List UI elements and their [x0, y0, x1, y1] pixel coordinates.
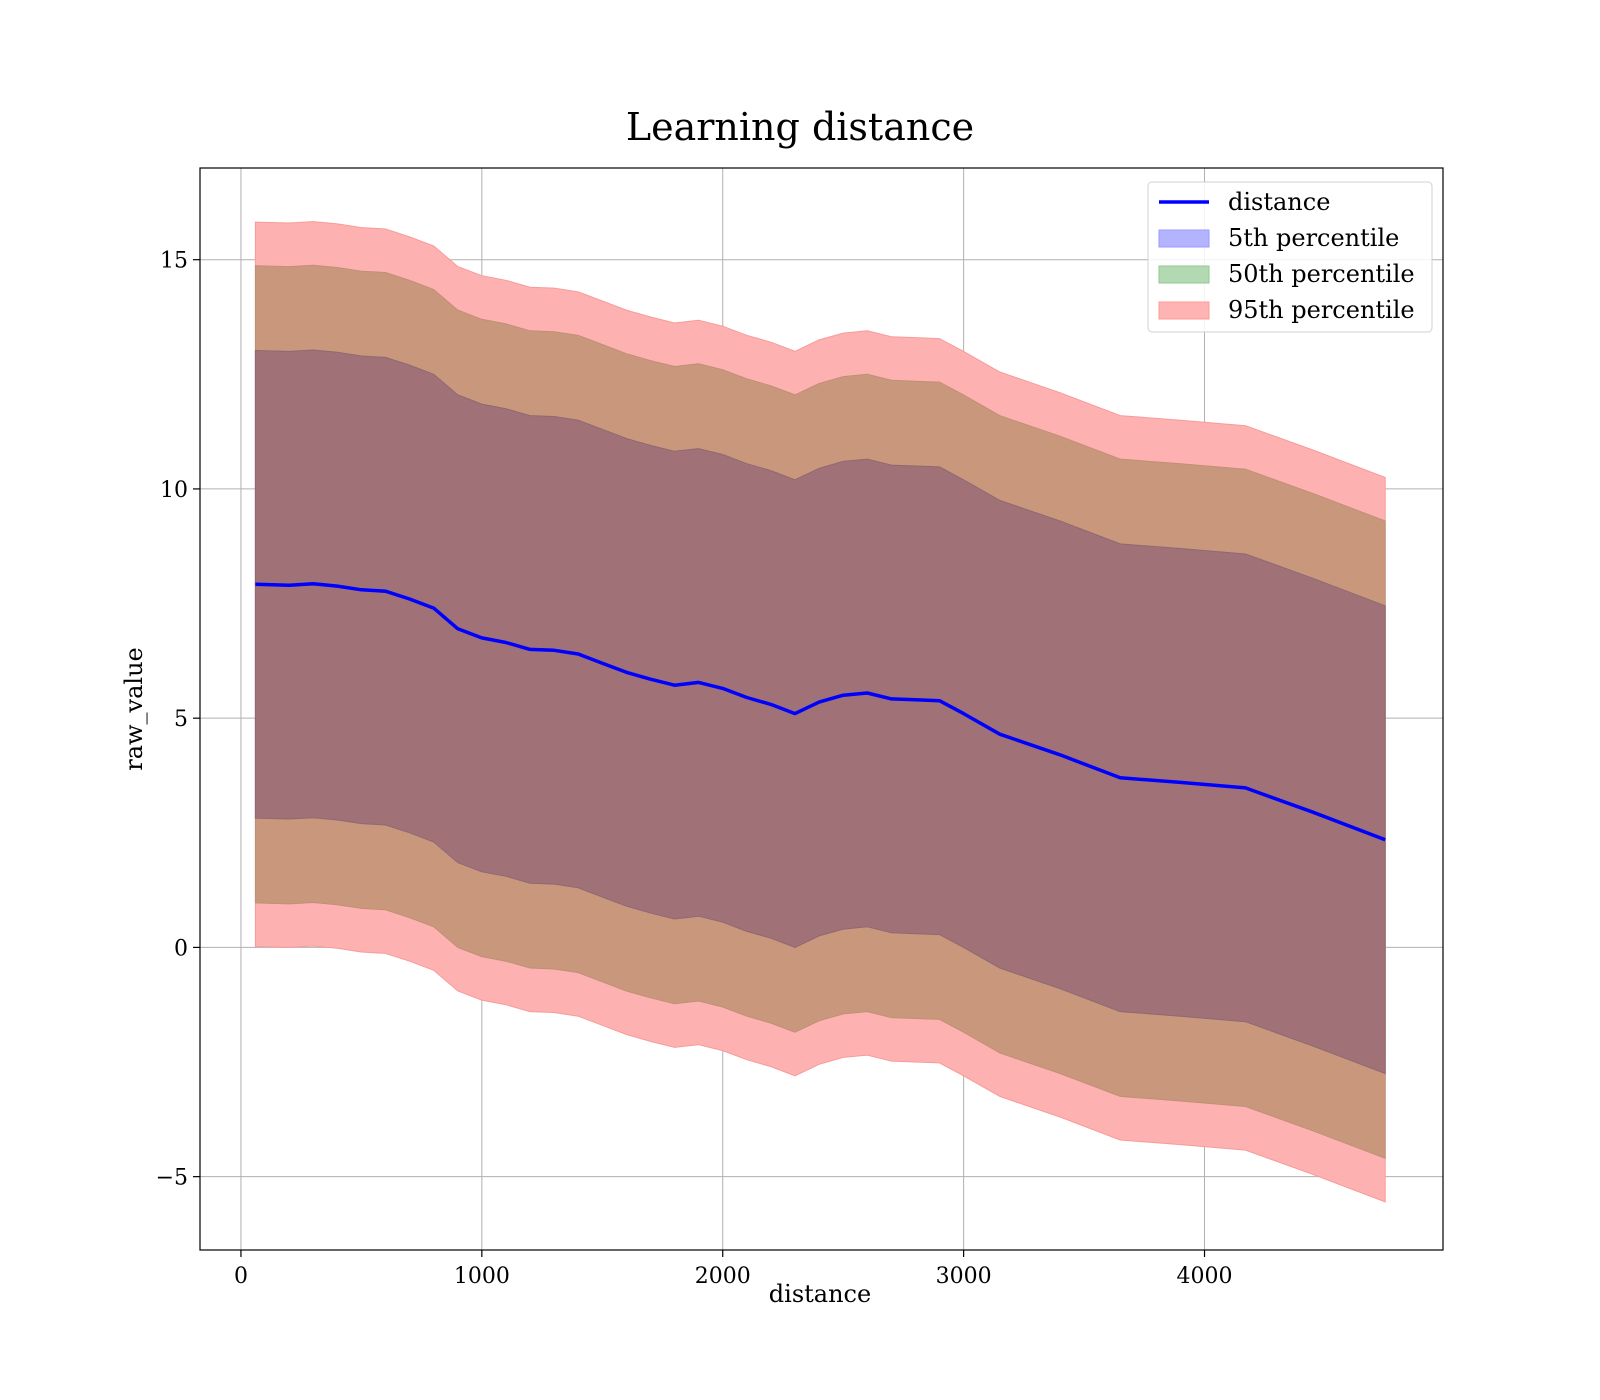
x-tick-label: 1000 [454, 1264, 510, 1289]
distance-line [255, 582, 1386, 842]
y-tick-label: 5 [174, 707, 188, 732]
legend-swatch-band-5th [1158, 229, 1210, 248]
y-axis-label: raw_value [120, 647, 148, 771]
distance-line-group [255, 582, 1386, 842]
legend-box [1147, 181, 1433, 333]
x-axis-ticks: 0 1000 2000 3000 4000 [234, 1250, 1233, 1289]
band-5th-percentile [254, 349, 1386, 1075]
x-tick-label: 4000 [1177, 1264, 1233, 1289]
legend-swatch-band-50th [1158, 265, 1210, 284]
y-tick-label: 15 [160, 249, 188, 274]
y-tick-label: −5 [156, 1166, 188, 1191]
legend-label: 95th percentile [1228, 296, 1415, 324]
legend-label: distance [1228, 188, 1330, 216]
chart-title: Learning distance [626, 105, 974, 149]
legend: distance 5th percentile 50th percentile 95t… [1147, 181, 1433, 333]
y-tick-label: 0 [174, 936, 188, 961]
y-tick-label: 10 [160, 478, 188, 503]
plot-frame [199, 167, 1444, 1251]
x-tick-label: 3000 [936, 1264, 992, 1289]
legend-label: 5th percentile [1228, 224, 1399, 252]
x-tick-label: 2000 [695, 1264, 751, 1289]
percentile-bands [254, 221, 1386, 1203]
legend-swatch-band-95th [1158, 301, 1210, 320]
y-axis-ticks: −5 0 5 10 15 [156, 249, 200, 1191]
x-tick-label: 0 [234, 1264, 248, 1289]
legend-label: 50th percentile [1228, 260, 1415, 288]
x-axis-label: distance [769, 1280, 871, 1308]
